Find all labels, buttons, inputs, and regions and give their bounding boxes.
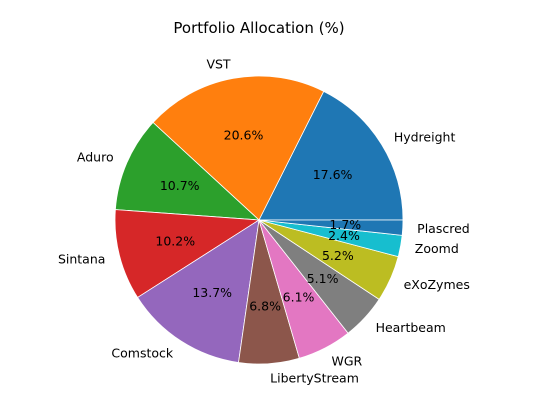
label-comstock: Comstock — [111, 346, 173, 361]
label-libertystream: LibertyStream — [270, 371, 359, 386]
percent-libertystream: 6.8% — [249, 299, 281, 314]
label-vst: VST — [206, 57, 230, 72]
percent-sintana: 10.2% — [155, 234, 195, 249]
slice-aduro — [114, 121, 261, 221]
label-aduro: Aduro — [77, 150, 114, 165]
percent-heartbeam: 5.1% — [307, 271, 339, 286]
label-sintana: Sintana — [58, 251, 105, 266]
slice-vst — [152, 75, 325, 221]
percent-zoomd: 2.4% — [328, 228, 360, 243]
pie-labels: Hydreight VST Aduro Sintana Comstock LibertyS… — [58, 57, 470, 386]
chart-title: Portfolio Allocation (%) — [173, 19, 344, 37]
pie-slices — [114, 75, 404, 365]
percent-exozymes: 5.2% — [322, 248, 354, 263]
label-heartbeam: Heartbeam — [376, 320, 446, 335]
slice-plascred — [258, 219, 404, 236]
slice-sintana — [114, 209, 261, 299]
label-zoomd: Zoomd — [415, 241, 459, 256]
percent-aduro: 10.7% — [160, 178, 200, 193]
percent-plascred: 1.7% — [329, 217, 361, 232]
slice-hydreight — [258, 90, 404, 221]
percent-vst: 20.6% — [224, 128, 264, 143]
label-wgr: WGR — [332, 353, 363, 368]
slice-comstock — [137, 219, 260, 363]
label-exozymes: eXoZymes — [404, 277, 470, 292]
label-hydreight: Hydreight — [394, 129, 456, 144]
percent-hydreight: 17.6% — [313, 167, 353, 182]
label-plascred: Plascred — [417, 221, 470, 236]
pie-percent-labels: 17.6% 20.6% 10.7% 10.2% 13.7% 6.8%6.1% 5.1% 5.2… — [155, 128, 361, 314]
percent-comstock: 13.7% — [192, 285, 232, 300]
percent-wgr: 6.1% — [283, 289, 315, 304]
